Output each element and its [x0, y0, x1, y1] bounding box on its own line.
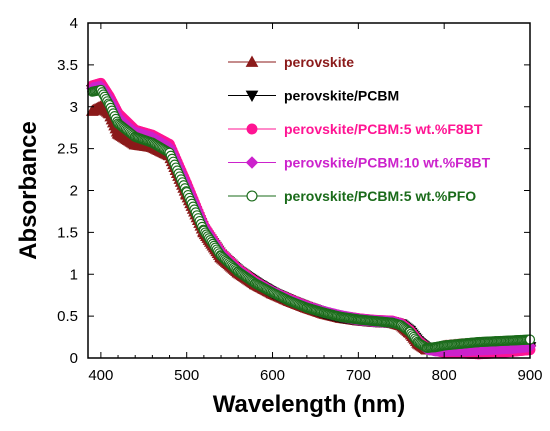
y-tick-label: 4 [70, 15, 78, 32]
x-tick-label: 400 [88, 367, 113, 384]
legend-marker [245, 55, 259, 67]
legend-marker [246, 190, 258, 202]
y-tick-label: 0.5 [57, 308, 78, 325]
y-tick-label: 1 [70, 266, 78, 283]
x-tick-label: 800 [432, 367, 457, 384]
legend-item: perovskite/PCBM:5 wt.%PFO [228, 188, 476, 204]
x-axis-title: Wavelength (nm) [213, 391, 405, 418]
legend-marker [245, 156, 259, 169]
legend-item: perovskite/PCBM [228, 88, 399, 104]
y-tick-label: 3 [70, 99, 78, 116]
x-tick-label: 700 [346, 367, 371, 384]
series-5 [87, 84, 536, 354]
legend-item: perovskite/PCBM:5 wt.%F8BT [228, 121, 483, 137]
legend-item: perovskite/PCBM:10 wt.%F8BT [228, 155, 491, 171]
x-tick-label: 500 [174, 367, 199, 384]
legend-label: perovskite/PCBM:10 wt.%F8BT [284, 155, 491, 171]
legend-marker [245, 90, 259, 103]
legend-label: perovskite/PCBM:5 wt.%PFO [284, 188, 476, 204]
x-tick-label: 900 [517, 367, 542, 384]
legend-label: perovskite [284, 54, 354, 70]
legend: perovskite perovskite/PCBM perovskite/PCBM… [228, 54, 491, 204]
y-axis-title: Absorbance [15, 121, 42, 260]
y-tick-label: 1.5 [57, 224, 78, 241]
x-tick-label: 600 [260, 367, 285, 384]
axis-layer: 400 500 600 700 800 900 0 0.5 1 1.5 2 2.5 3 3.5 4 [57, 15, 542, 384]
legend-marker [246, 123, 258, 135]
y-tick-label: 2.5 [57, 141, 78, 158]
y-tick-label: 3.5 [57, 57, 78, 74]
legend-label: perovskite/PCBM:5 wt.%F8BT [284, 121, 483, 137]
legend-item: perovskite [228, 54, 354, 70]
y-tick-label: 0 [70, 350, 78, 367]
y-tick-label: 2 [70, 183, 78, 200]
legend-label: perovskite/PCBM [284, 88, 399, 104]
data-layer [85, 77, 537, 360]
